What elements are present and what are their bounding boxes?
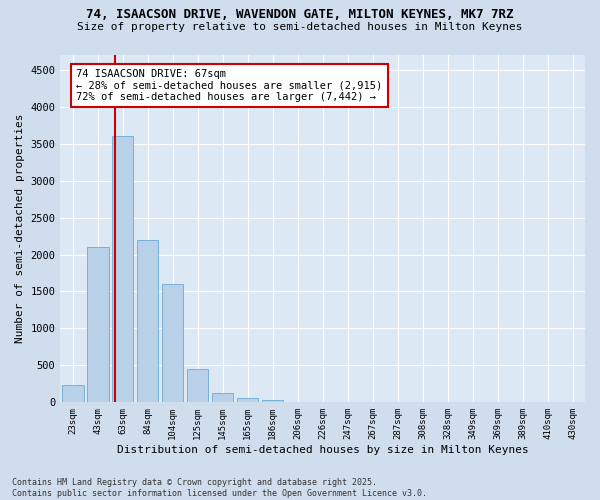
Bar [237,398,259,402]
Bar [212,394,233,402]
Bar [112,136,133,402]
Y-axis label: Number of semi-detached properties: Number of semi-detached properties [15,114,25,344]
Text: 74 ISAACSON DRIVE: 67sqm
← 28% of semi-detached houses are smaller (2,915)
72% o: 74 ISAACSON DRIVE: 67sqm ← 28% of semi-d… [76,69,382,102]
Bar [162,284,184,403]
Bar [87,247,109,402]
Text: Contains HM Land Registry data © Crown copyright and database right 2025.
Contai: Contains HM Land Registry data © Crown c… [12,478,427,498]
Bar [262,400,283,402]
Text: 74, ISAACSON DRIVE, WAVENDON GATE, MILTON KEYNES, MK7 7RZ: 74, ISAACSON DRIVE, WAVENDON GATE, MILTO… [86,8,514,20]
Bar [187,369,208,402]
Bar [62,386,83,402]
Bar [137,240,158,402]
X-axis label: Distribution of semi-detached houses by size in Milton Keynes: Distribution of semi-detached houses by … [117,445,529,455]
Text: Size of property relative to semi-detached houses in Milton Keynes: Size of property relative to semi-detach… [77,22,523,32]
